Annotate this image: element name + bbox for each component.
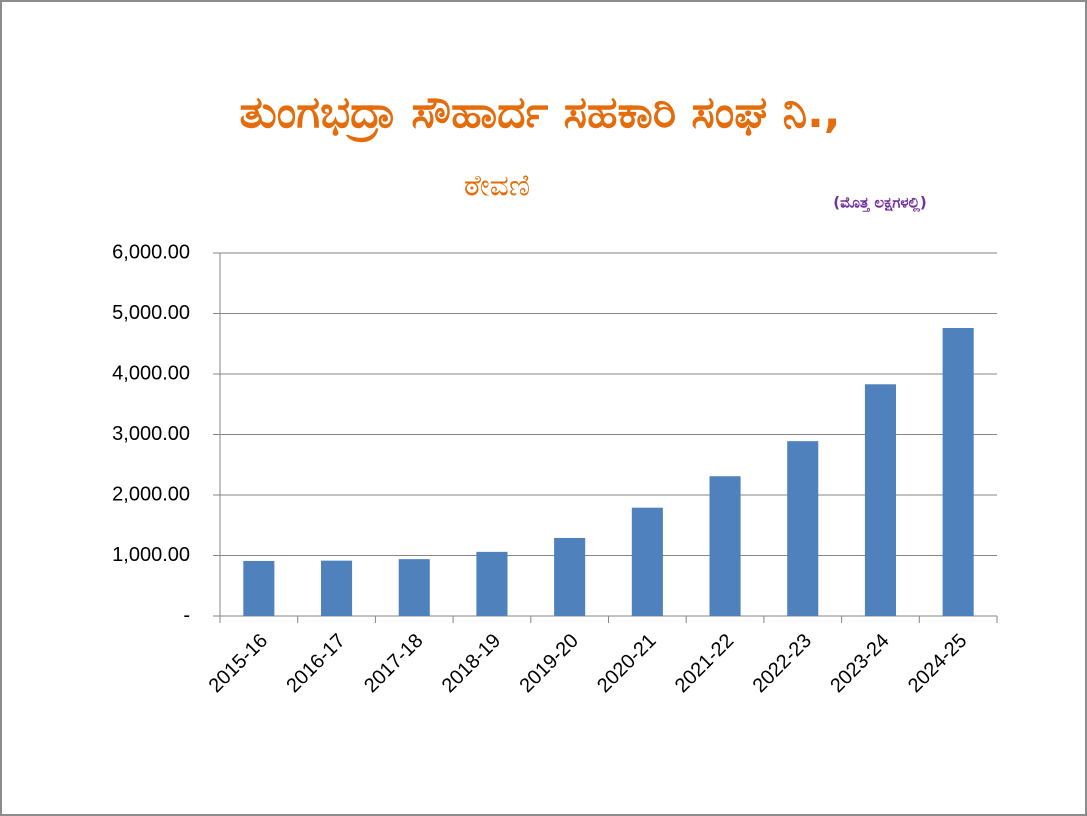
unit-note: (ಮೊತ್ತ ಲಕ್ಷಗಳಲ್ಲಿ) <box>833 194 926 213</box>
bar <box>554 537 586 616</box>
bar <box>476 551 508 616</box>
bar <box>243 560 275 616</box>
y-tick-label: 2,000.00 <box>112 483 190 505</box>
chart-title: ತುಂಗಭದ್ರಾ ಸೌಹಾರ್ದ ಸಹಕಾರಿ ಸಂಘ ನಿ., <box>239 87 840 143</box>
y-tick-label: 1,000.00 <box>112 544 190 566</box>
bar <box>787 441 819 616</box>
chart-subtitle: ಠೇವಣಿ <box>464 169 530 204</box>
bar <box>709 476 741 616</box>
y-tick-label: 3,000.00 <box>112 423 190 445</box>
bar <box>398 559 430 616</box>
bar <box>942 328 974 616</box>
y-tick-label: 5,000.00 <box>112 302 190 324</box>
bar <box>631 507 663 616</box>
y-tick-label: - <box>183 604 190 626</box>
bar <box>864 384 896 616</box>
bar <box>321 560 353 616</box>
y-tick-label: 6,000.00 <box>112 241 190 263</box>
y-tick-label: 4,000.00 <box>112 362 190 384</box>
